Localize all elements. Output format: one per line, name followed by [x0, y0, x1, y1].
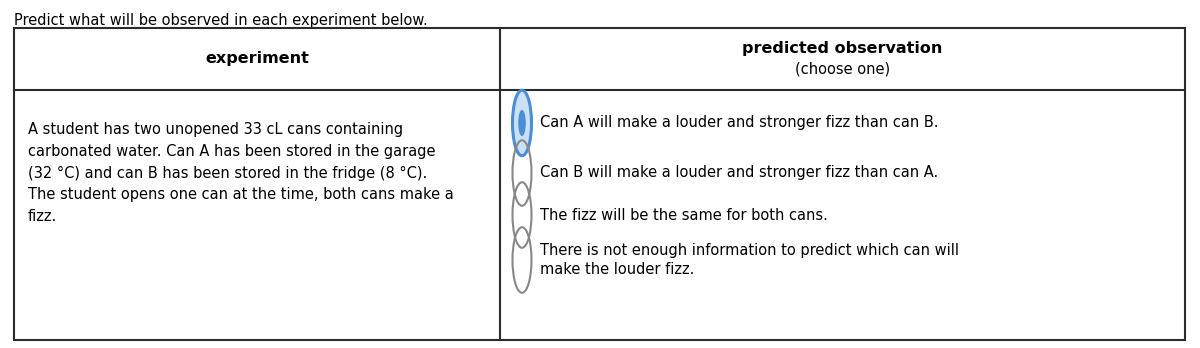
Text: Can B will make a louder and stronger fizz than can A.: Can B will make a louder and stronger fi…	[540, 166, 937, 181]
Text: predicted observation: predicted observation	[743, 41, 943, 56]
Ellipse shape	[512, 90, 532, 156]
Text: (choose one): (choose one)	[794, 62, 890, 77]
Text: There is not enough information to predict which can will
make the louder fizz.: There is not enough information to predi…	[540, 243, 959, 277]
Text: experiment: experiment	[205, 52, 308, 66]
Text: The fizz will be the same for both cans.: The fizz will be the same for both cans.	[540, 207, 827, 222]
Text: Can A will make a louder and stronger fizz than can B.: Can A will make a louder and stronger fi…	[540, 116, 938, 130]
Bar	[14, 28, 1186, 340]
Ellipse shape	[518, 110, 526, 136]
Text: A student has two unopened 33 cL cans containing
carbonated water. Can A has bee: A student has two unopened 33 cL cans co…	[28, 122, 454, 224]
Text: Predict what will be observed in each experiment below.: Predict what will be observed in each ex…	[14, 13, 427, 28]
